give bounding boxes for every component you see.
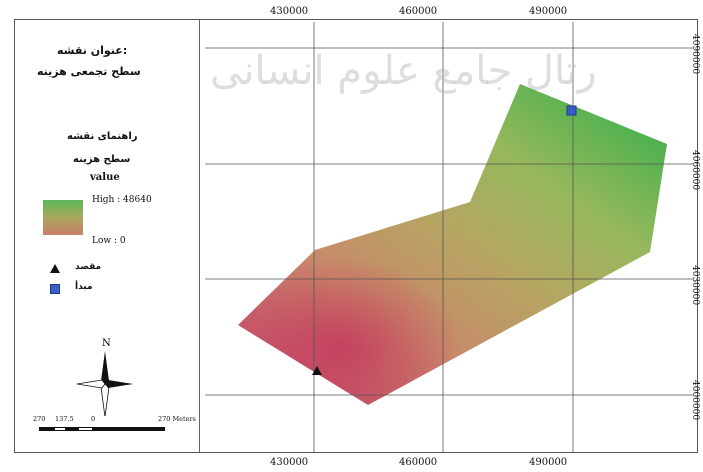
origin-marker[interactable] <box>566 105 577 116</box>
x-tick-top-1: 430000 <box>270 6 309 17</box>
ramp-high-label: High : 48640 <box>92 195 152 205</box>
y-tick-3: 4030000 <box>690 265 700 306</box>
x-tick-bottom-2: 460000 <box>399 457 438 468</box>
map-title-label: عنوان نقشه: <box>57 44 128 57</box>
y-tick-1: 4090000 <box>690 34 700 75</box>
x-tick-top-2: 460000 <box>399 6 438 17</box>
legend-panel: عنوان نقشه: سطح تجمعی هزینه راهنمای نقشه… <box>15 20 200 452</box>
map-layout-frame: عنوان نقشه: سطح تجمعی هزینه راهنمای نقشه… <box>14 19 698 453</box>
scale-label-mid: 137.5 <box>55 415 74 423</box>
compass-icon: N <box>76 338 133 418</box>
legend-heading: راهنمای نقشه <box>67 131 138 142</box>
north-label: N <box>102 338 111 349</box>
ramp-low-label: Low : 0 <box>92 236 126 246</box>
legend-layer-name: سطح هزینه <box>73 154 131 165</box>
scale-bar: 270 137.5 0 270 Meters <box>33 415 196 445</box>
scale-label-left: 270 <box>33 415 46 423</box>
y-tick-2: 4060000 <box>690 150 700 191</box>
destination-marker[interactable] <box>312 366 322 375</box>
square-icon <box>50 284 60 294</box>
legend-field-name: value <box>90 172 120 183</box>
north-arrow: N <box>75 336 135 418</box>
map-canvas[interactable] <box>205 22 693 452</box>
destination-label: مقصد <box>75 262 102 272</box>
scale-label-zero: 0 <box>91 415 96 423</box>
origin-label: مبدأ <box>75 282 93 292</box>
x-tick-bottom-1: 430000 <box>270 457 309 468</box>
y-tick-4: 4000000 <box>690 380 700 421</box>
color-ramp <box>43 200 83 235</box>
x-tick-bottom-3: 490000 <box>529 457 568 468</box>
x-tick-top-3: 490000 <box>529 6 568 17</box>
graticule <box>205 22 693 452</box>
triangle-icon <box>50 264 60 273</box>
scale-label-right: 270 Meters <box>158 415 196 423</box>
map-title: سطح تجمعی هزینه <box>37 65 141 78</box>
